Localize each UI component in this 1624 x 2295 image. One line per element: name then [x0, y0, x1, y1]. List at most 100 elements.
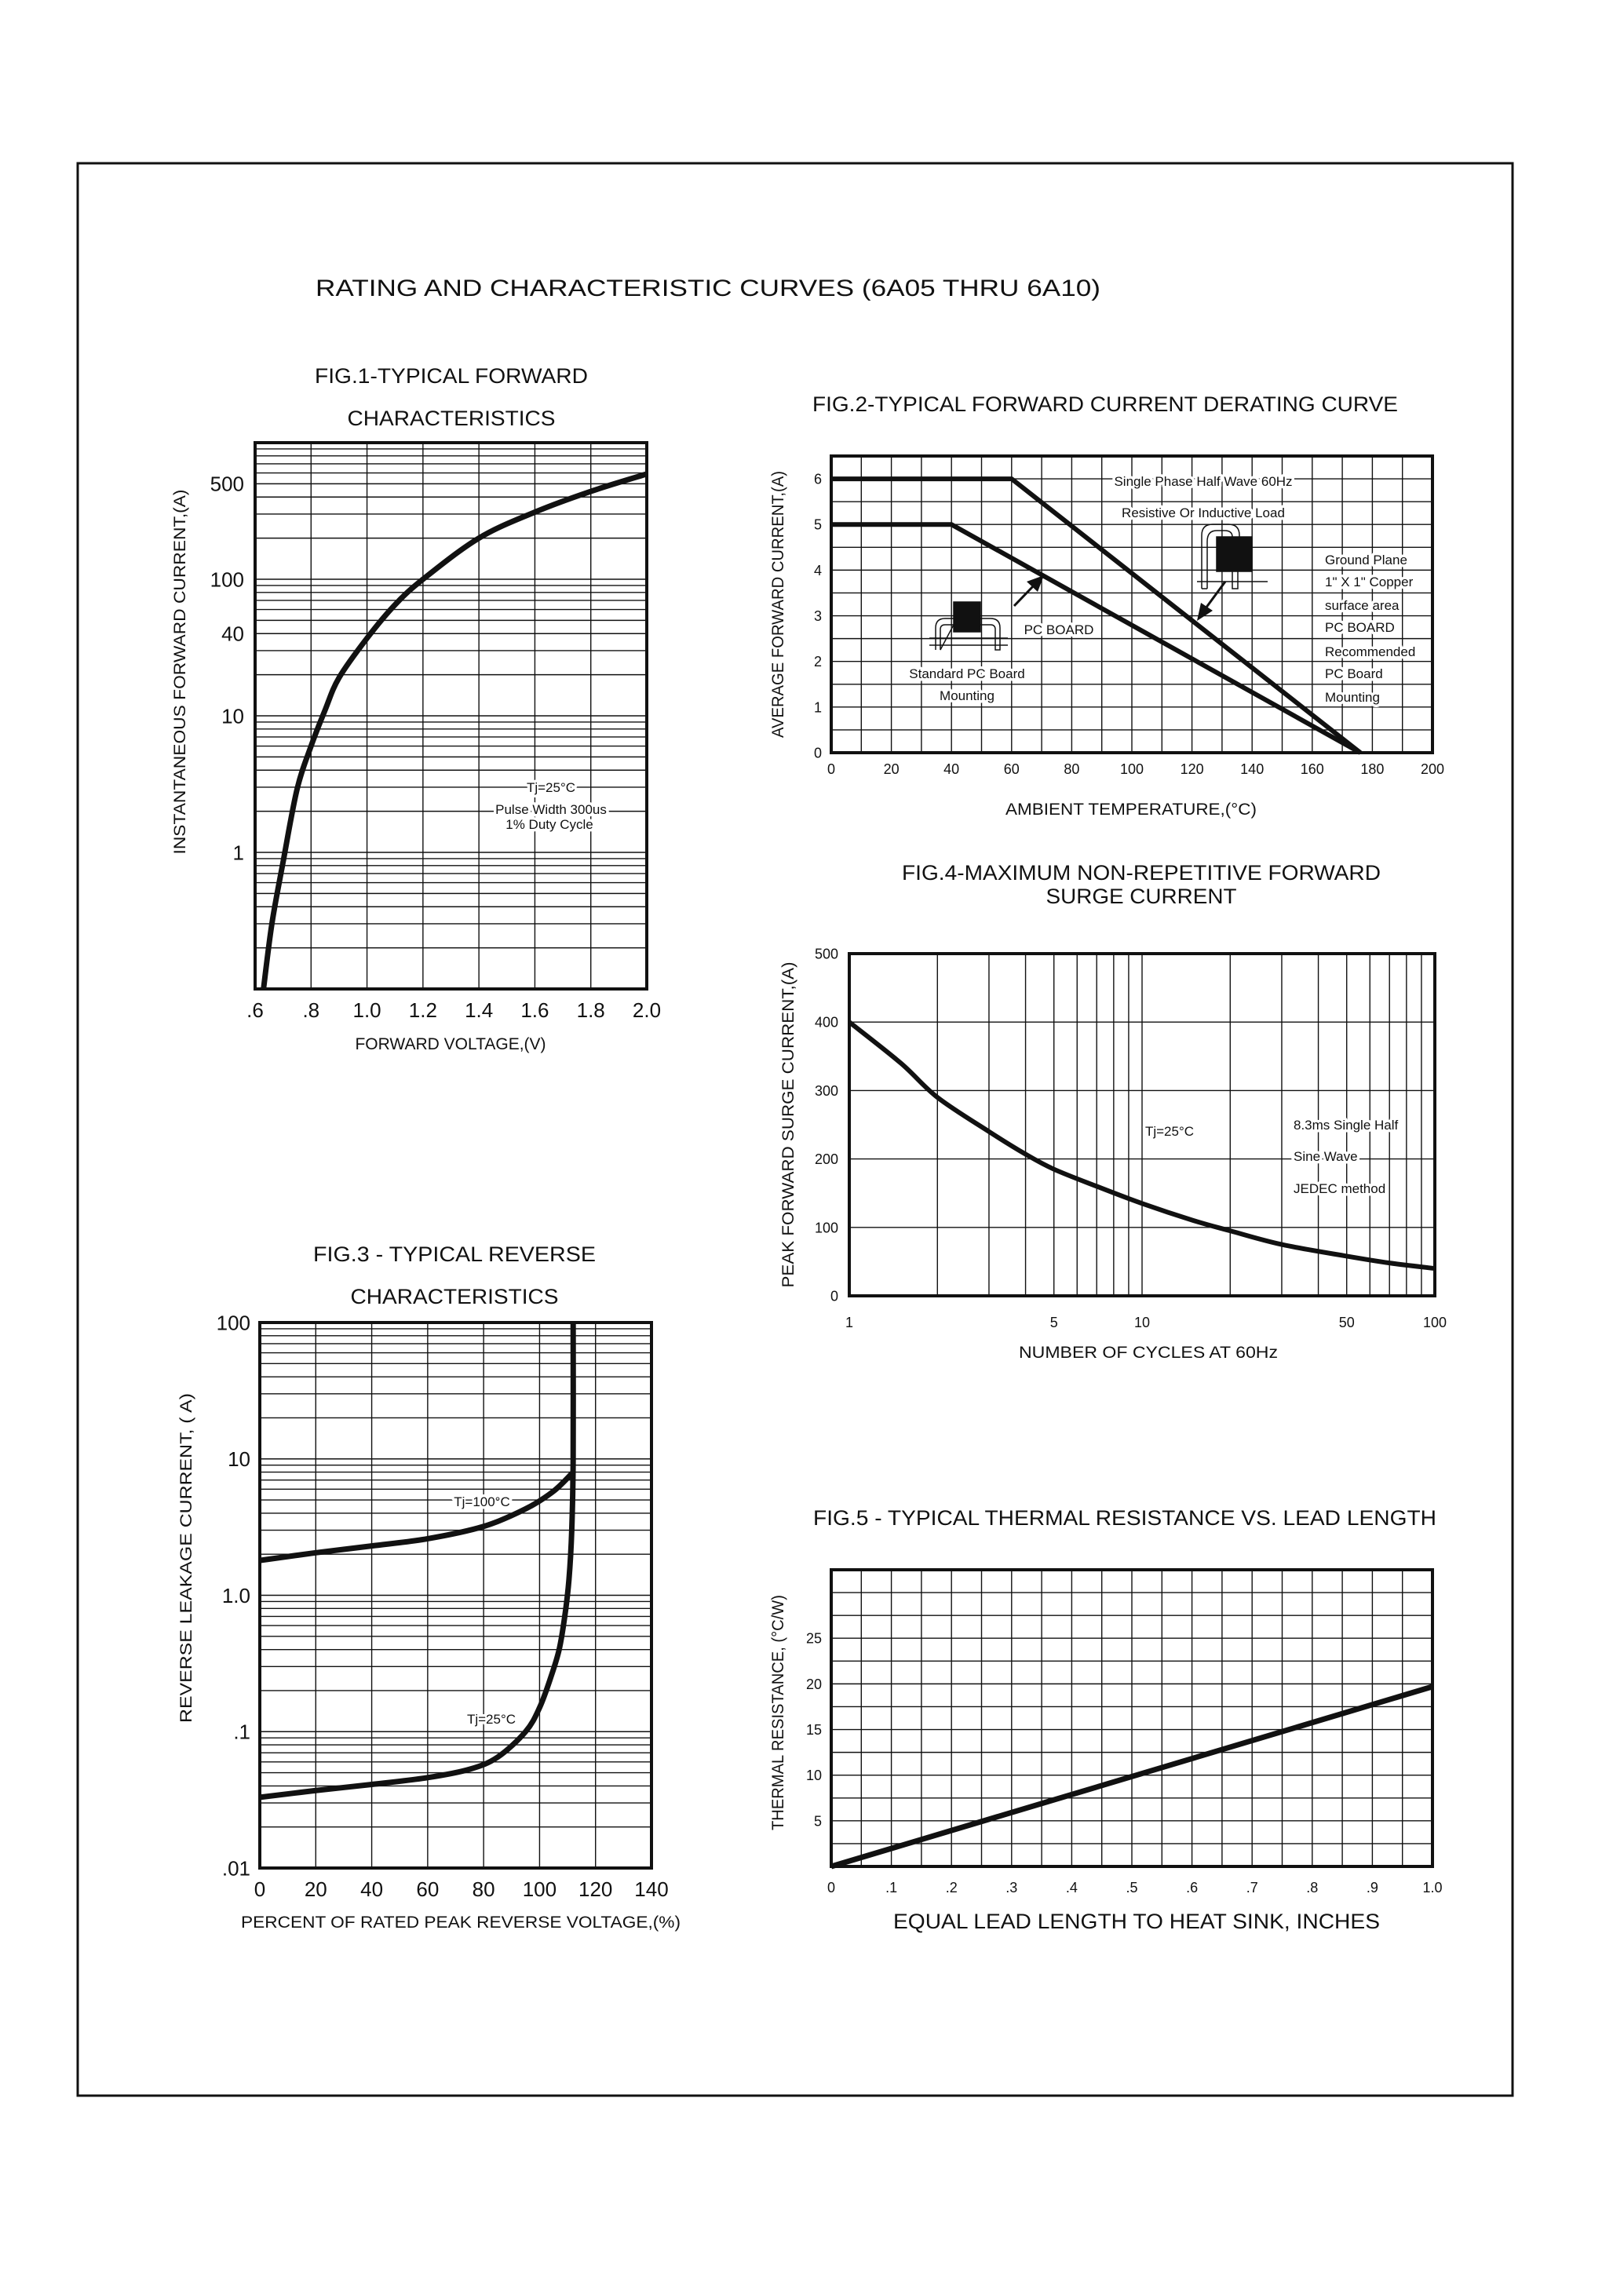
y-tick-label: 2	[814, 654, 822, 670]
fig1-annotation-duty: 1% Duty Cycle	[505, 817, 593, 832]
series-line-2	[259, 1322, 576, 1801]
x-tick-label: 200	[1421, 761, 1444, 777]
fig4-title-line1: FIG.4-MAXIMUM NON-REPETITIVE FORWARD	[902, 861, 1381, 885]
fig2-ylabel: AVERAGE FORWARD CURRENT,(A)	[769, 471, 787, 738]
y-tick-label: 5	[814, 1813, 822, 1829]
x-tick-label: 0	[827, 761, 835, 777]
fig4-annotation-3: JEDEC method	[1294, 1181, 1385, 1196]
x-tick-label: .9	[1367, 1880, 1378, 1895]
y-tick-label: 4	[814, 563, 822, 578]
x-tick-label: .7	[1246, 1880, 1258, 1895]
x-tick-label: 5	[1050, 1315, 1058, 1330]
fig4-chart: FIG.4-MAXIMUM NON-REPETITIVE FORWARD SUR…	[779, 861, 1447, 1362]
x-tick-label: .5	[1126, 1880, 1137, 1895]
y-tick-label: 1	[233, 841, 244, 864]
x-tick-label: 60	[416, 1877, 439, 1901]
y-tick-label: 500	[815, 946, 838, 961]
x-tick-label: 100	[1120, 761, 1144, 777]
fig2-recommended-3: surface area	[1325, 598, 1400, 613]
fig2-pc-board-label: PC BOARD	[1024, 622, 1094, 637]
x-tick-label: 160	[1301, 761, 1324, 777]
fig5-plot: 0 .1 .2 .3 .4 .5 .6 .7 .8 .9 1.0 5 10 15 20 25	[806, 1568, 1443, 1895]
y-tick-label: 6	[814, 472, 822, 487]
y-tick-label: 100	[210, 567, 244, 591]
y-tick-label: 1.0	[222, 1584, 250, 1607]
fig2-standard-2: Mounting	[940, 688, 994, 703]
fig2-annotation-conditions-2: Resistive Or Inductive Load	[1122, 505, 1285, 520]
x-tick-label: 1.8	[577, 998, 605, 1022]
x-tick-label: 1.4	[465, 998, 493, 1022]
x-tick-label: 100	[1423, 1315, 1447, 1330]
x-tick-label: 140	[1240, 761, 1264, 777]
x-tick-label: 180	[1360, 761, 1384, 777]
plot-frame	[830, 454, 1434, 754]
y-tick-label: 10	[228, 1447, 250, 1471]
x-tick-label: 60	[1004, 761, 1020, 777]
x-tick-label: 1.0	[1422, 1880, 1442, 1895]
x-tick-label: 10	[1134, 1315, 1150, 1330]
fig4-ylabel: PEAK FORWARD SURGE CURRENT,(A)	[779, 962, 797, 1288]
x-tick-label: 0	[254, 1877, 265, 1901]
fig1-xlabel: FORWARD VOLTAGE,(V)	[355, 1035, 546, 1053]
x-tick-label: 120	[1181, 761, 1204, 777]
fig4-annotation-temp: Tj=25°C	[1145, 1124, 1194, 1139]
fig1-ylabel: INSTANTANEOUS FORWARD CURRENT,(A)	[171, 490, 189, 855]
x-tick-label: 20	[305, 1877, 327, 1901]
y-tick-label: 0	[814, 745, 822, 761]
fig3-ylabel: REVERSE LEAKAGE CURRENT, ( A)	[177, 1393, 195, 1723]
y-tick-label: 400	[815, 1015, 838, 1031]
fig2-recommended-4: PC BOARD	[1325, 620, 1395, 635]
x-tick-label: 80	[473, 1877, 495, 1901]
fig3-series-label-100c: Tj=100°C	[454, 1494, 510, 1509]
fig2-recommended-2: 1" X 1" Copper	[1325, 575, 1414, 589]
fig1-title-line2: CHARACTERISTICS	[348, 407, 556, 430]
fig2-annotation-conditions-1: Single Phase Half Wave 60Hz	[1114, 474, 1292, 489]
fig2-recommended-5: Recommended	[1325, 644, 1415, 659]
x-tick-label: 40	[943, 761, 959, 777]
y-tick-label: 0	[830, 1288, 838, 1304]
fig1-plot: .6 .8 1.0 1.2 1.4 1.6 1.8 2.0 500 100 40 10 1	[210, 441, 661, 1022]
y-tick-label: 25	[806, 1631, 822, 1647]
fig2-recommended-1: Ground Plane	[1325, 553, 1407, 567]
fig3-series-label-25c: Tj=25°C	[467, 1712, 516, 1727]
series-line-1	[261, 471, 648, 990]
y-tick-label: 500	[210, 472, 244, 496]
plot-frame	[848, 952, 1436, 1297]
plot-frame	[258, 1321, 653, 1870]
fig1-annotation-temp: Tj=25°C	[527, 780, 575, 795]
y-tick-label: .1	[233, 1720, 250, 1744]
arrow-icon	[1197, 581, 1227, 621]
x-tick-label: .6	[1186, 1880, 1198, 1895]
x-tick-label: .3	[1005, 1880, 1017, 1895]
y-tick-label: 20	[806, 1677, 822, 1692]
y-tick-label: .01	[222, 1856, 250, 1880]
x-tick-label: 100	[523, 1877, 557, 1901]
series-line-1	[830, 1684, 1434, 1870]
y-tick-label: 5	[814, 517, 822, 533]
fig3-title-line1: FIG.3 - TYPICAL REVERSE	[313, 1242, 596, 1266]
fig2-title: FIG.2-TYPICAL FORWARD CURRENT DERATING C…	[812, 392, 1398, 416]
fig5-chart: FIG.5 - TYPICAL THERMAL RESISTANCE VS. L…	[769, 1506, 1443, 1933]
y-tick-label: 10	[806, 1768, 822, 1783]
x-tick-label: 1.6	[520, 998, 549, 1022]
series-line-1	[848, 1020, 1436, 1272]
fig1-title-line1: FIG.1-TYPICAL FORWARD	[315, 364, 588, 388]
x-tick-label: 50	[1339, 1315, 1355, 1330]
x-tick-label: 1	[845, 1315, 853, 1330]
page-frame	[76, 162, 1514, 2097]
fig2-recommended-6: PC Board	[1325, 666, 1383, 681]
fig2-recommended-7: Mounting	[1325, 690, 1380, 705]
fig3-title-line2: CHARACTERISTICS	[351, 1285, 559, 1308]
arrow-icon	[1013, 575, 1044, 608]
x-tick-label: .2	[946, 1880, 958, 1895]
fig2-chart: FIG.2-TYPICAL FORWARD CURRENT DERATING C…	[769, 392, 1444, 819]
x-tick-label: .6	[246, 998, 264, 1022]
x-tick-label: 1.2	[409, 998, 437, 1022]
x-tick-label: .4	[1066, 1880, 1078, 1895]
fig4-annotation-2: Sine Wave	[1294, 1149, 1358, 1164]
ground-plane-mounting-icon	[1197, 524, 1268, 589]
fig2-standard-1: Standard PC Board	[909, 666, 1024, 681]
plot-frame	[830, 1568, 1434, 1868]
fig4-title-line2: SURGE CURRENT	[1046, 885, 1237, 908]
